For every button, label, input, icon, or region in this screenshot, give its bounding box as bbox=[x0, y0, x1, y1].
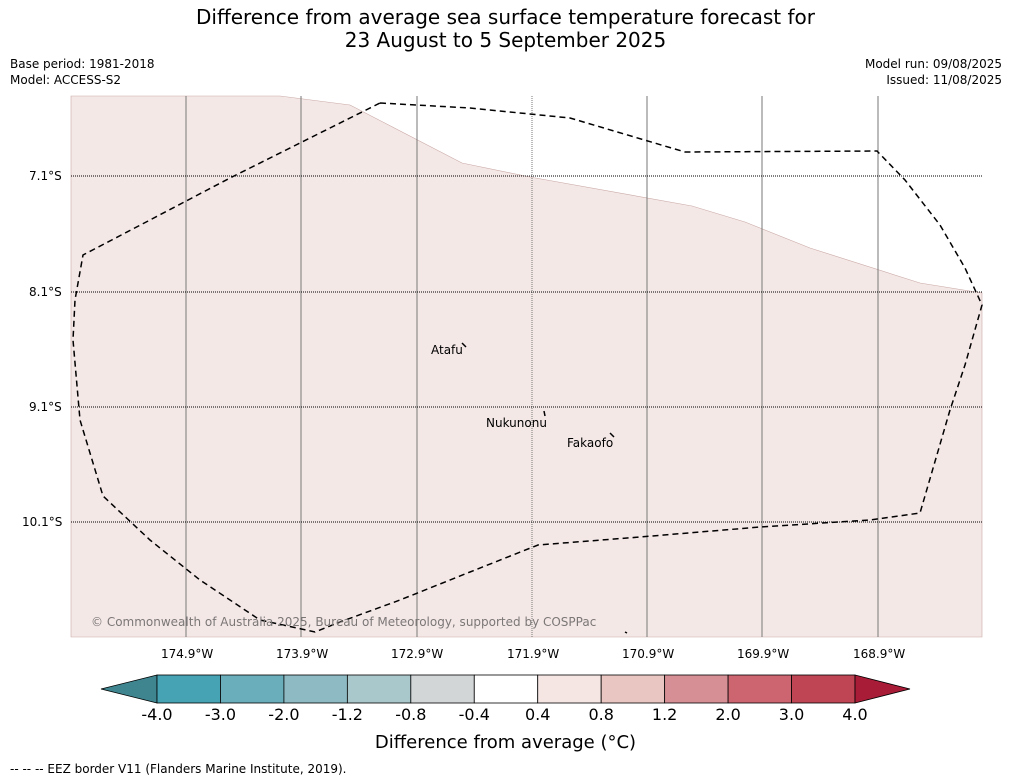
base-period-text: Base period: 1981-2018 bbox=[10, 57, 155, 71]
nukunonu-island-mark bbox=[543, 410, 546, 417]
lon-label-170-9: 170.9°W bbox=[622, 647, 675, 661]
colorbar-tick-label: -4.0 bbox=[141, 705, 173, 724]
anomaly-region bbox=[70, 95, 983, 638]
lat-label-7-1: 7.1°S bbox=[29, 169, 62, 183]
colorbar-tick-label: 2.0 bbox=[715, 705, 741, 724]
colorbar-segment bbox=[791, 674, 856, 704]
model-text: Model: ACCESS-S2 bbox=[10, 73, 122, 87]
colorbar-tick-label: 0.4 bbox=[524, 705, 551, 724]
colorbar-extend-low bbox=[100, 674, 158, 704]
colorbar-tick-label: 0.8 bbox=[588, 705, 614, 724]
colorbar-tick-label: -0.8 bbox=[395, 705, 427, 724]
model-run-text: Model run: 09/08/2025 bbox=[864, 57, 1002, 71]
lon-label-171-9: 171.9°W bbox=[507, 647, 560, 661]
place-label-atafu: Atafu bbox=[431, 343, 463, 357]
colorbar-tick-label: 1.2 bbox=[651, 705, 678, 724]
lon-label-172-9: 172.9°W bbox=[391, 647, 444, 661]
colorbar-segment bbox=[346, 674, 412, 704]
lon-label-173-9: 173.9°W bbox=[276, 647, 329, 661]
colorbar-tick-label: -3.0 bbox=[204, 705, 237, 724]
lon-label-169-9: 169.9°W bbox=[737, 647, 790, 661]
lon-label-174-9: 174.9°W bbox=[161, 647, 214, 661]
copyright-text: © Commonwealth of Australia 2025, Bureau… bbox=[91, 615, 596, 629]
chart-title-line2: 23 August to 5 September 2025 bbox=[344, 28, 667, 52]
colorbar-segment bbox=[537, 674, 602, 704]
place-label-nukunonu: Nukunonu bbox=[486, 416, 547, 430]
colorbar-tick-label: 3.0 bbox=[778, 705, 805, 724]
small-island-mark bbox=[624, 631, 628, 634]
atafu-island-mark bbox=[461, 342, 467, 348]
eez-border bbox=[72, 102, 983, 633]
colorbar-tick-label: -2.0 bbox=[268, 705, 300, 724]
lat-label-8-1: 8.1°S bbox=[29, 285, 62, 299]
colorbar-segment bbox=[600, 674, 666, 704]
colorbar-tick-label: 4.0 bbox=[842, 705, 868, 724]
colorbar-extend-high bbox=[854, 674, 911, 704]
colorbar-segment bbox=[664, 674, 729, 704]
colorbar-segment bbox=[410, 674, 475, 704]
colorbar-segment bbox=[727, 674, 792, 704]
colorbar-tick-label: -0.4 bbox=[458, 705, 490, 724]
colorbar-title: Difference from average (°C) bbox=[374, 732, 637, 753]
meridian-lines bbox=[185, 96, 879, 637]
place-label-fakaofo: Fakaofo bbox=[567, 436, 613, 450]
colorbar-segment bbox=[156, 674, 221, 704]
colorbar-segment bbox=[220, 674, 285, 704]
lat-label-10-1: 10.1°S bbox=[22, 515, 63, 529]
fakaofo-island-mark bbox=[609, 432, 615, 438]
colorbar-segment bbox=[473, 674, 539, 704]
colorbar-segment bbox=[283, 674, 348, 704]
colorbar bbox=[100, 674, 911, 704]
chart-title-line1: Difference from average sea surface temp… bbox=[195, 5, 815, 29]
lat-label-9-1: 9.1°S bbox=[29, 400, 62, 414]
eez-legend: -- -- -- EEZ border V11 (Flanders Marine… bbox=[10, 762, 347, 776]
lon-label-168-9: 168.9°W bbox=[853, 647, 906, 661]
colorbar-tick-label: -1.2 bbox=[331, 705, 363, 724]
issued-text: Issued: 11/08/2025 bbox=[886, 73, 1002, 87]
